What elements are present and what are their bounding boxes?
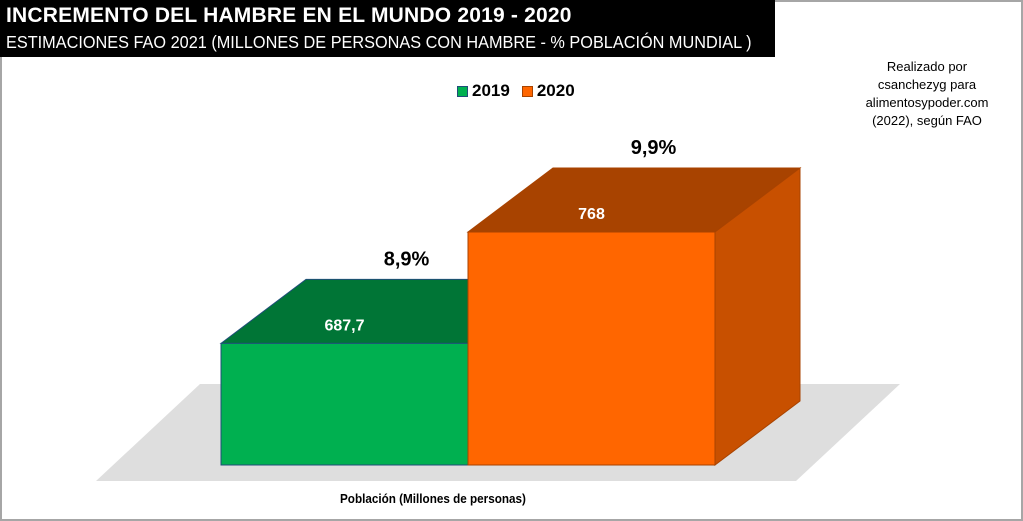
credit-line: (2022), según FAO bbox=[872, 113, 982, 128]
percent-label-2020: 9,9% bbox=[631, 137, 677, 159]
legend-item-2019: 2019 bbox=[457, 81, 510, 101]
legend-swatch-2020 bbox=[521, 85, 533, 97]
credit-line: alimentosypoder.com bbox=[865, 95, 989, 110]
x-axis-label: Población (Millones de personas) bbox=[340, 491, 526, 506]
percent-label-2019: 8,9% bbox=[384, 248, 430, 270]
credit-line: csanchezyg para bbox=[877, 77, 977, 92]
legend-item-2020: 2020 bbox=[521, 81, 575, 101]
data-label-2020: 768 bbox=[578, 206, 605, 223]
bar-front-2020 bbox=[467, 231, 716, 466]
legend-label-2020: 2020 bbox=[536, 81, 575, 100]
data-label-2019: 687,7 bbox=[324, 317, 364, 334]
credit-note: Realizado por csanchezyg para alimentosy… bbox=[862, 58, 992, 130]
chart-subtitle: ESTIMACIONES FAO 2021 (MILLONES DE PERSO… bbox=[6, 32, 752, 52]
legend-swatch-2019 bbox=[457, 85, 468, 97]
chart-title: INCREMENTO DEL HAMBRE EN EL MUNDO 2019 -… bbox=[6, 4, 572, 27]
legend-label-2019: 2019 bbox=[472, 81, 510, 100]
title-banner: INCREMENTO DEL HAMBRE EN EL MUNDO 2019 -… bbox=[0, 0, 775, 57]
chart-legend: 2019 2020 bbox=[457, 81, 587, 101]
bar-front-2019 bbox=[220, 342, 469, 466]
credit-line: Realizado por bbox=[886, 59, 968, 74]
